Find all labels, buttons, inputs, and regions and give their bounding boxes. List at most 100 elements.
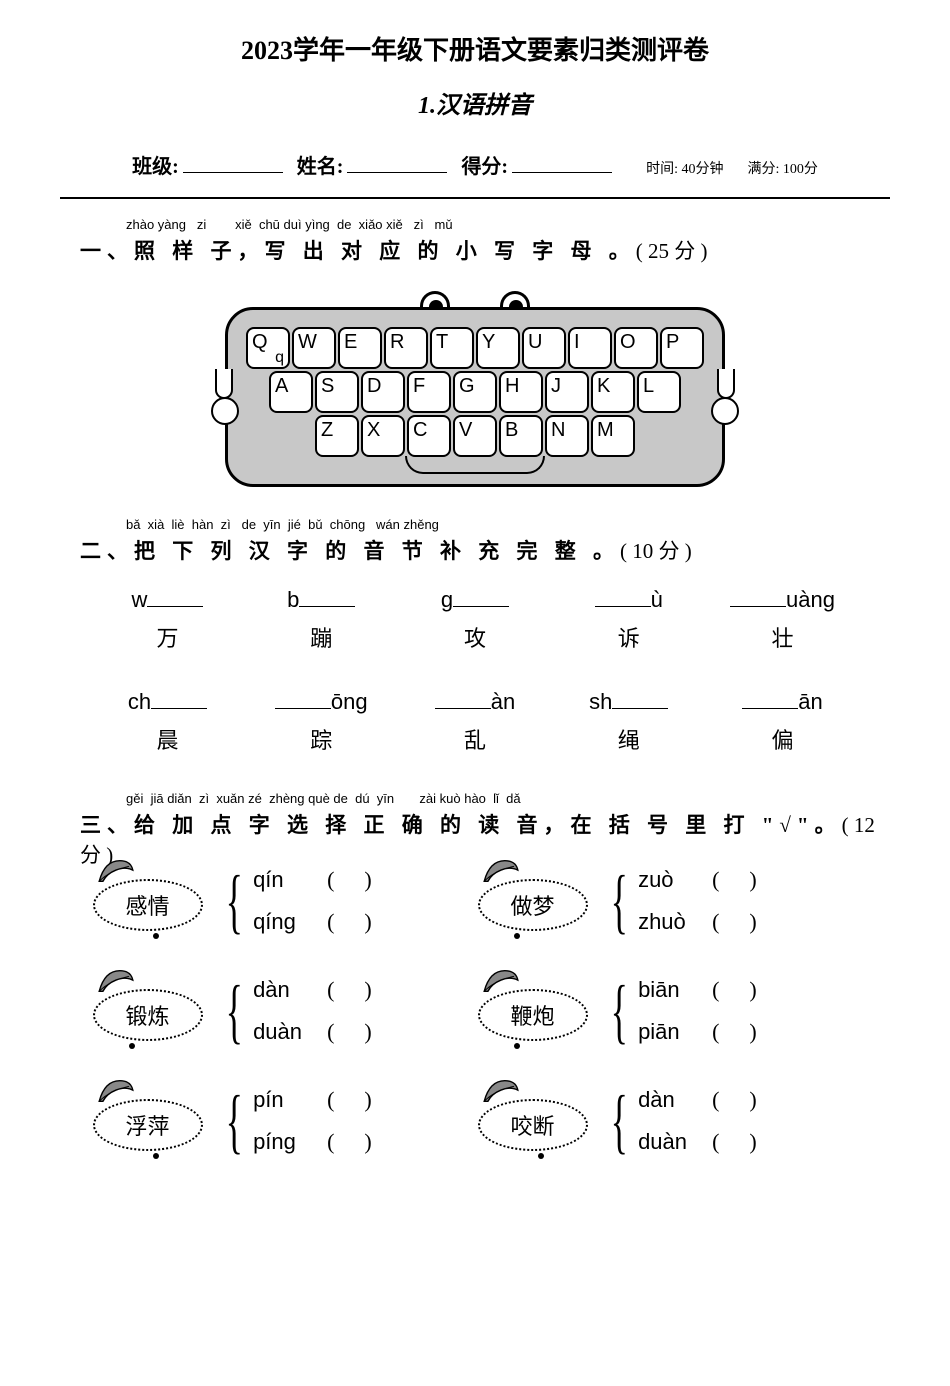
brace-wrap: {dàn()duàn()	[602, 1086, 787, 1156]
option-pinyin: píng	[253, 1129, 313, 1155]
yinjie-pinyin: w	[100, 587, 235, 617]
s3-pinyin: gěi jiā diǎn zì xuǎn zé zhèng què de dú …	[126, 791, 521, 806]
option: qín()	[253, 867, 402, 893]
option-paren[interactable]: ()	[327, 1129, 402, 1155]
key-k: K	[591, 371, 635, 413]
pinyin-blank[interactable]	[742, 689, 798, 709]
key-m: M	[591, 415, 635, 457]
name-blank[interactable]	[347, 155, 447, 173]
pinyin-prefix: sh	[589, 689, 612, 715]
options: zuò()zhuò()	[638, 867, 787, 935]
pinyin-suffix: ù	[651, 587, 663, 613]
options: qín() qíng()	[253, 867, 402, 935]
key-x: X	[361, 415, 405, 457]
pinyin-blank[interactable]	[435, 689, 491, 709]
brace-wrap: {pín()píng()	[217, 1086, 402, 1156]
word-bubble: 咬断	[478, 1099, 588, 1151]
option: pín()	[253, 1087, 402, 1113]
pinyin-blank[interactable]	[151, 689, 207, 709]
option-paren[interactable]: ()	[712, 1087, 787, 1113]
s2-text: 二、把 下 列 汉 字 的 音 节 补 充 完 整 。	[80, 539, 620, 563]
option-paren[interactable]: ()	[712, 909, 787, 935]
word-bubble-box: 感情	[93, 861, 213, 941]
yinjie-pinyin: ù	[561, 587, 696, 617]
option-paren[interactable]: ()	[327, 1019, 402, 1045]
option-pinyin: duàn	[638, 1129, 698, 1155]
pinyin-prefix: w	[132, 587, 148, 613]
option: píng ()	[253, 1129, 402, 1155]
pinyin-blank[interactable]	[612, 689, 668, 709]
brace-wrap: { biān () piān ()	[602, 976, 787, 1046]
key-h: H	[499, 371, 543, 413]
word-bubble: 锻炼	[93, 989, 203, 1041]
pinyin-blank[interactable]	[730, 587, 786, 607]
key-q: Qq	[246, 327, 290, 369]
key-w: W	[292, 327, 336, 369]
brace-icon: {	[610, 866, 627, 936]
option-pinyin: biān	[638, 977, 698, 1003]
key-g: G	[453, 371, 497, 413]
choice-item: 做梦{zuò()zhuò()	[478, 861, 858, 941]
arm-icon	[717, 369, 735, 399]
yinjie-pinyin: sh	[561, 689, 696, 719]
full-meta: 满分: 100分	[748, 158, 818, 178]
pinyin-suffix: àn	[491, 689, 515, 715]
pinyin-blank[interactable]	[595, 587, 651, 607]
name-label: 姓名:	[297, 150, 344, 179]
class-blank[interactable]	[183, 155, 283, 173]
yinjie-item: ōng踪	[254, 689, 389, 755]
option: qíng()	[253, 909, 402, 935]
pinyin-blank[interactable]	[453, 587, 509, 607]
option-paren[interactable]: ()	[327, 909, 402, 935]
pinyin-blank[interactable]	[147, 587, 203, 607]
option-paren[interactable]: ()	[712, 1019, 787, 1045]
options: dàn () duàn ()	[638, 1087, 787, 1155]
yinjie-char: 偏	[715, 723, 850, 755]
option: dàn ()	[253, 977, 402, 1003]
pinyin-suffix: ān	[798, 689, 822, 715]
divider	[60, 197, 890, 199]
pinyin-blank[interactable]	[299, 587, 355, 607]
yinjie-pinyin: b	[254, 587, 389, 617]
choice-item: 感情{qín()qíng()	[93, 861, 473, 941]
yinjie-row: ch晨ōng踪àn乱sh绳ān偏	[100, 689, 850, 755]
yinjie-pinyin: ch	[100, 689, 235, 719]
word-bubble: 做梦	[478, 879, 588, 931]
page-title: 2023学年一年级下册语文要素归类测评卷	[60, 30, 890, 67]
emphasis-dot	[153, 933, 159, 939]
option-pinyin: dàn	[638, 1087, 698, 1113]
option-pinyin: piān	[638, 1019, 698, 1045]
yinjie-pinyin: àn	[408, 689, 543, 719]
keyboard-row: ZXCVBNM	[245, 415, 705, 457]
yinjie-char: 绳	[561, 723, 696, 755]
yinjie-item: g攻	[408, 587, 543, 653]
choice-row: 浮萍{pín()píng()咬断{dàn()duàn()	[90, 1081, 860, 1161]
page-subtitle: 1.汉语拼音	[60, 85, 890, 120]
choice-row: 锻炼{dàn()duàn()鞭炮{biān()piān()	[90, 971, 860, 1051]
s2-heading: 二、把 下 列 汉 字 的 音 节 补 充 完 整 。( 10 分 )	[80, 535, 692, 565]
key-sub: q	[275, 349, 284, 367]
score-blank[interactable]	[512, 155, 612, 173]
brace-icon: {	[610, 976, 627, 1046]
pinyin-blank[interactable]	[275, 689, 331, 709]
choice-item: 锻炼{dàn()duàn()	[93, 971, 473, 1051]
option: dàn ()	[638, 1087, 787, 1113]
option-paren[interactable]: ()	[712, 867, 787, 893]
s2-pinyin: bǎ xià liè hàn zì de yīn jié bǔ chōng wá…	[126, 517, 439, 532]
word-bubble: 感情	[93, 879, 203, 931]
option-paren[interactable]: ()	[327, 867, 402, 893]
option-paren[interactable]: ()	[327, 977, 402, 1003]
key-j: J	[545, 371, 589, 413]
option-pinyin: dàn	[253, 977, 313, 1003]
option: biān ()	[638, 977, 787, 1003]
option-paren[interactable]: ()	[712, 977, 787, 1003]
option-pinyin: zuò	[638, 867, 698, 893]
option: duàn()	[253, 1019, 402, 1045]
option-paren[interactable]: ()	[712, 1129, 787, 1155]
word-bubble-box: 咬断	[478, 1081, 598, 1161]
option-paren[interactable]: ()	[327, 1087, 402, 1113]
student-info-row: 班级: 姓名: 得分: 时间: 40分钟 满分: 100分	[60, 150, 890, 179]
options: biān () piān ()	[638, 977, 787, 1045]
yinjie-item: ù诉	[561, 587, 696, 653]
yinjie-char: 乱	[408, 723, 543, 755]
